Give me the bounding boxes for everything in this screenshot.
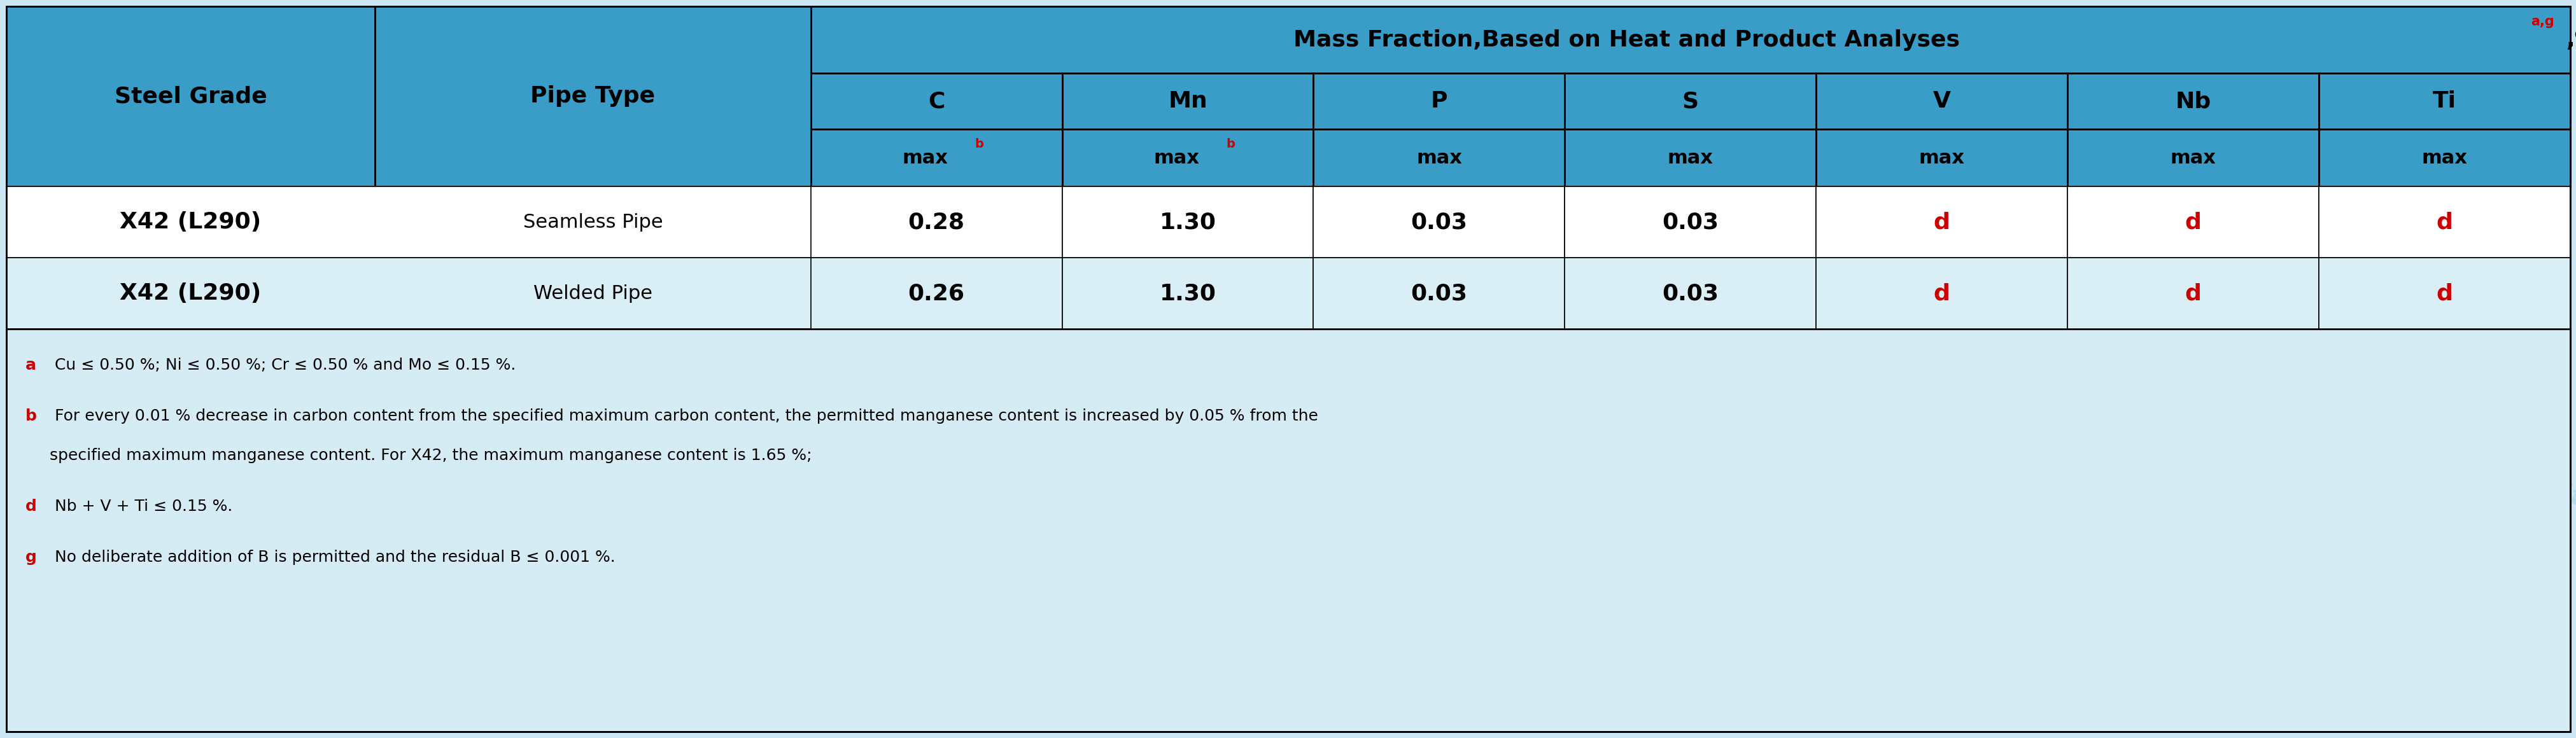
Text: Botop Steel: Botop Steel	[750, 553, 907, 644]
Text: V: V	[1932, 90, 1950, 112]
Text: 1.30: 1.30	[1159, 283, 1216, 304]
Bar	[1314, 129, 1564, 187]
Text: 0.03: 0.03	[1412, 283, 1468, 304]
Text: X42 (L290): X42 (L290)	[121, 211, 260, 233]
Bar	[5, 329, 2571, 731]
Bar	[2318, 73, 2571, 129]
Text: Steel Grade: Steel Grade	[113, 86, 268, 107]
Text: max: max	[1919, 148, 1965, 167]
Text: d: d	[2184, 211, 2200, 233]
Text: Botop Steel: Botop Steel	[2468, 438, 2576, 529]
Text: 0.26: 0.26	[907, 283, 963, 304]
Text: Nb: Nb	[2174, 90, 2210, 112]
Text: a: a	[26, 357, 36, 373]
Text: Botop Steel: Botop Steel	[1703, 133, 1860, 224]
Bar	[1314, 187, 1564, 258]
Bar	[811, 129, 1061, 187]
Text: Botop Steel: Botop Steel	[2179, 89, 2339, 179]
Text: Nb + V + Ti ≤ 0.15 %.: Nb + V + Ti ≤ 0.15 %.	[49, 499, 232, 514]
Bar	[2318, 187, 2571, 258]
Text: Botop Steel: Botop Steel	[1226, 89, 1383, 179]
Text: a,g: a,g	[2530, 15, 2553, 28]
Text: Botop Steel: Botop Steel	[1226, 311, 1383, 401]
Bar	[1314, 258, 1564, 329]
Text: Welded Pipe: Welded Pipe	[533, 284, 652, 303]
Text: max: max	[1417, 148, 1461, 167]
Bar	[2066, 73, 2318, 129]
Text: d: d	[2437, 211, 2452, 233]
Text: max: max	[2169, 148, 2215, 167]
Text: b: b	[974, 138, 984, 150]
Text: 0.03: 0.03	[1662, 283, 1718, 304]
Text: 0.03: 0.03	[1412, 211, 1468, 233]
Text: 1.30: 1.30	[1159, 211, 1216, 233]
Bar	[811, 258, 1061, 329]
Bar	[5, 258, 2571, 329]
Text: Botop Steel: Botop Steel	[750, 356, 907, 446]
Bar	[1564, 187, 1816, 258]
Text: d: d	[26, 499, 36, 514]
Text: Botop Steel: Botop Steel	[1703, 553, 1860, 644]
Text: max: max	[902, 148, 948, 167]
Bar	[1564, 129, 1816, 187]
Text: b: b	[1226, 138, 1234, 150]
Text: 0.03: 0.03	[1662, 211, 1718, 233]
Text: b: b	[26, 408, 36, 424]
Text: Botop Steel: Botop Steel	[1703, 356, 1860, 446]
Text: d: d	[1932, 211, 1950, 233]
Text: d: d	[2184, 283, 2200, 304]
Text: Botop Steel: Botop Steel	[270, 89, 428, 179]
Bar	[5, 7, 376, 187]
Bar	[1564, 73, 1816, 129]
Bar	[811, 187, 1061, 258]
Bar	[1061, 129, 1314, 187]
Text: Botop Steel: Botop Steel	[1226, 514, 1383, 605]
Text: specified maximum manganese content. For X42, the maximum manganese content is 1: specified maximum manganese content. For…	[49, 448, 811, 463]
Bar	[1061, 73, 1314, 129]
Bar	[1816, 258, 2066, 329]
Bar	[1816, 73, 2066, 129]
Text: d: d	[2437, 283, 2452, 304]
Bar	[2318, 129, 2571, 187]
Bar	[1061, 258, 1314, 329]
Text: S: S	[1682, 90, 1698, 112]
Text: Botop Steel: Botop Steel	[270, 514, 428, 605]
Bar	[1564, 258, 1816, 329]
Text: max: max	[1667, 148, 1713, 167]
Text: C: C	[927, 90, 945, 112]
Text: No deliberate addition of B is permitted and the residual B ≤ 0.001 %.: No deliberate addition of B is permitted…	[49, 550, 616, 565]
Text: X42 (L290): X42 (L290)	[121, 283, 260, 304]
Text: ,%: ,%	[2566, 29, 2576, 51]
Bar	[376, 7, 811, 187]
Text: Botop Steel: Botop Steel	[270, 311, 428, 401]
Bar	[2066, 187, 2318, 258]
Bar	[2066, 129, 2318, 187]
Bar	[811, 73, 1061, 129]
Text: Mass Fraction,Based on Heat and Product Analyses: Mass Fraction,Based on Heat and Product …	[1293, 29, 1960, 51]
Bar	[1816, 187, 2066, 258]
Bar	[2066, 258, 2318, 329]
Text: d: d	[1932, 283, 1950, 304]
Bar	[1816, 129, 2066, 187]
Text: Cu ≤ 0.50 %; Ni ≤ 0.50 %; Cr ≤ 0.50 % and Mo ≤ 0.15 %.: Cu ≤ 0.50 %; Ni ≤ 0.50 %; Cr ≤ 0.50 % an…	[49, 357, 515, 373]
Text: max: max	[2421, 148, 2468, 167]
Bar	[5, 187, 2571, 258]
Text: For every 0.01 % decrease in carbon content from the specified maximum carbon co: For every 0.01 % decrease in carbon cont…	[49, 408, 1319, 424]
Text: 0.28: 0.28	[907, 211, 963, 233]
Text: max: max	[1154, 148, 1198, 167]
Text: Pipe Type: Pipe Type	[531, 86, 654, 107]
Text: g: g	[26, 550, 36, 565]
Text: Botop Steel: Botop Steel	[2179, 514, 2339, 605]
Text: Seamless Pipe: Seamless Pipe	[523, 213, 662, 231]
Text: P: P	[1430, 90, 1448, 112]
Bar	[1061, 187, 1314, 258]
Bar	[811, 7, 2571, 73]
Text: Ti: Ti	[2432, 90, 2455, 112]
Text: Botop Steel: Botop Steel	[750, 133, 907, 224]
Bar	[1314, 73, 1564, 129]
Bar	[2318, 258, 2571, 329]
Text: Mn: Mn	[1167, 90, 1208, 112]
Text: Botop Steel: Botop Steel	[2179, 311, 2339, 401]
